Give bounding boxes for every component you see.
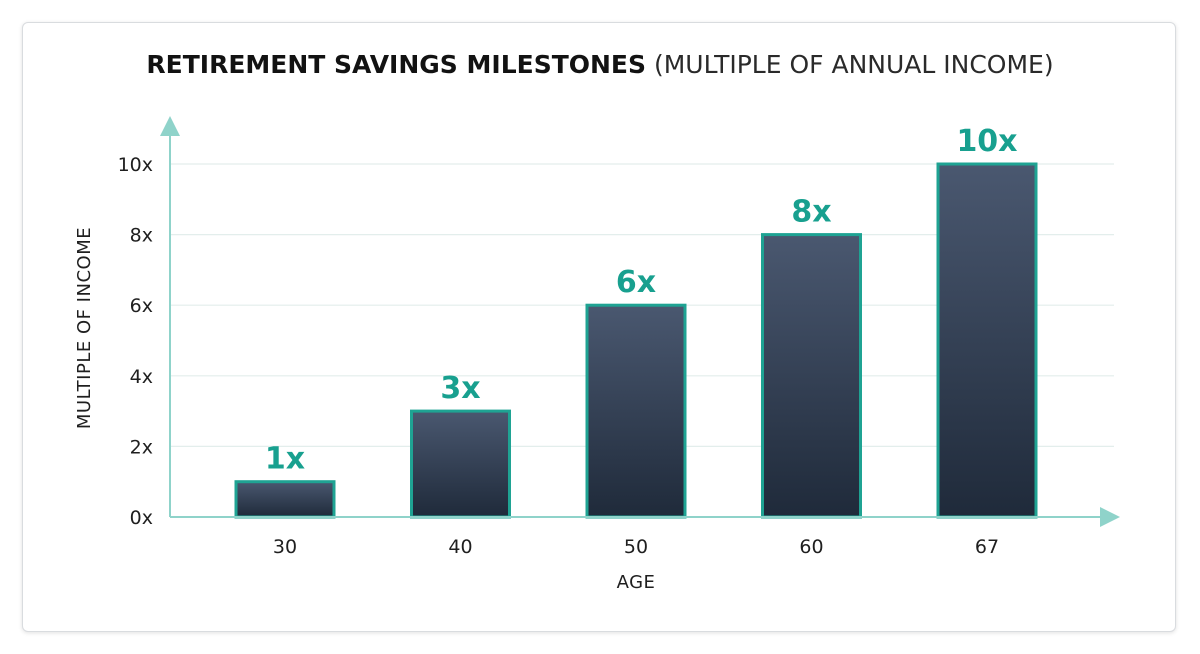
data-label: 1x	[265, 442, 305, 477]
bar	[936, 162, 1038, 519]
data-label: 3x	[440, 371, 480, 406]
x-tick-label: 40	[448, 536, 472, 558]
x-axis-label: AGE	[617, 572, 656, 593]
bars	[234, 162, 1038, 519]
x-tick-labels: 30 40 50 60 67	[273, 536, 999, 558]
data-label: 10x	[956, 124, 1017, 159]
bar	[761, 233, 862, 519]
bar	[234, 480, 336, 519]
chart-title: RETIREMENT SAVINGS MILESTONES (MULTIPLE …	[0, 50, 1200, 79]
x-tick-label: 30	[273, 536, 297, 558]
data-label: 8x	[791, 195, 831, 230]
data-labels: 1x 3x 6x 8x 10x	[265, 124, 1018, 477]
y-tick-label: 8x	[130, 225, 153, 247]
y-tick-label: 4x	[130, 366, 153, 388]
y-tick-labels: 0x 2x 4x 6x 8x 10x	[118, 154, 153, 529]
axes	[160, 116, 1120, 527]
y-tick-label: 2x	[130, 436, 153, 458]
y-tick-label: 6x	[130, 295, 153, 317]
x-tick-label: 67	[975, 536, 999, 558]
y-axis-label: MULTIPLE OF INCOME	[74, 227, 95, 429]
x-tick-label: 50	[624, 536, 648, 558]
y-tick-label: 0x	[130, 507, 153, 529]
bar	[410, 409, 511, 519]
bar	[585, 303, 687, 519]
chart-title-subtitle: (MULTIPLE OF ANNUAL INCOME)	[653, 50, 1054, 79]
chart-title-main: RETIREMENT SAVINGS MILESTONES	[146, 50, 647, 79]
y-tick-label: 10x	[118, 154, 153, 176]
data-label: 6x	[616, 265, 656, 300]
x-tick-label: 60	[799, 536, 823, 558]
